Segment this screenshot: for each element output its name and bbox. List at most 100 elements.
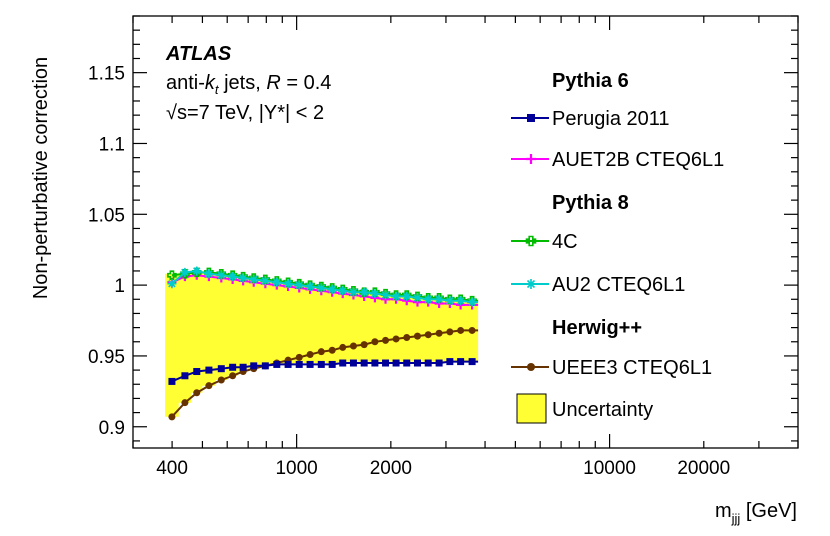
data-point-au2-cteq6l1 [238,273,248,283]
data-point-ueee3-cteq6l1 [371,338,379,346]
data-point-ueee3-cteq6l1 [403,334,411,342]
data-point-ueee3-cteq6l1 [295,353,303,361]
data-point-perugia-2011 [229,363,237,371]
series-au2-cteq6l1 [167,266,479,307]
series-perugia-2011 [168,358,479,385]
x-tick-label: 20000 [677,458,730,479]
data-point-au2-cteq6l1 [249,274,259,284]
data-point-ueee3-cteq6l1 [205,382,213,390]
data-point-ueee3-cteq6l1 [317,348,325,356]
data-point-au2-cteq6l1 [370,289,380,299]
data-point-ueee3-cteq6l1 [168,413,176,421]
legend-header: Pythia 8 [552,192,629,214]
jet-algo-prefix: anti- [166,72,205,94]
data-point-ueee3-cteq6l1 [424,331,432,339]
x-axis-title: mjjj [GeV] [715,500,797,526]
data-point-ueee3-cteq6l1 [217,376,225,384]
data-point-au2-cteq6l1 [294,280,304,290]
data-point-perugia-2011 [413,359,421,367]
data-point-perugia-2011 [424,359,432,367]
data-point-perugia-2011 [306,360,314,368]
data-point-au2-cteq6l1 [338,286,348,296]
x-tick-label: 1000 [275,458,317,479]
data-point-au2-cteq6l1 [192,266,202,276]
data-point-au2-cteq6l1 [467,297,477,307]
x-tick-label: 400 [156,458,188,479]
x-axis: 400 1000 2000 10000 20000 [132,16,799,479]
uncertainty-band [165,271,479,417]
data-point-ueee3-cteq6l1 [446,328,454,336]
uncertainty-band-group [165,271,479,417]
y-tick-label: 0.95 [88,347,125,368]
legend-marker [526,279,536,289]
data-point-perugia-2011 [295,360,303,368]
data-point-perugia-2011 [261,362,269,370]
jet-algo-suffix: = 0.4 [281,72,332,94]
data-point-4c [167,270,177,280]
data-point-au2-cteq6l1 [216,270,226,280]
data-point-ueee3-cteq6l1 [413,332,421,340]
data-point-perugia-2011 [193,368,201,376]
legend: Pythia 6 Perugia 2011 AUET2B CTEQ6L1 Pythia… [511,70,724,424]
y-axis: 0.9 0.95 1 1.05 1.1 1.15 [88,15,798,442]
data-point-au2-cteq6l1 [456,296,466,306]
data-point-au2-cteq6l1 [260,276,270,286]
data-point-au2-cteq6l1 [283,279,293,289]
y-tick-label: 1 [114,276,125,297]
y-tick-label: 1.15 [88,64,125,85]
legend-label: Perugia 2011 [552,108,670,130]
data-point-ueee3-cteq6l1 [193,389,201,397]
data-point-au2-cteq6l1 [272,277,282,287]
legend-item-perugia-2011: Perugia 2011 [511,108,670,130]
data-point-au2-cteq6l1 [348,287,358,297]
legend-label: AUET2B CTEQ6L1 [552,149,724,171]
data-point-perugia-2011 [205,366,213,374]
data-point-perugia-2011 [360,359,368,367]
legend-item-uncertainty: Uncertainty [516,393,653,424]
data-point-au2-cteq6l1 [359,287,369,297]
data-point-perugia-2011 [403,359,411,367]
data-point-perugia-2011 [349,359,357,367]
data-point-au2-cteq6l1 [228,272,238,282]
legend-item-au2-cteq6l1: AU2 CTEQ6L1 [511,274,685,296]
data-point-au2-cteq6l1 [167,279,177,289]
x-tick-label: 10000 [583,458,636,479]
energy-rapidity-label: √s=7 TeV, |Y*| < 2 [166,102,324,124]
data-point-perugia-2011 [284,360,292,368]
data-point-ueee3-cteq6l1 [328,346,336,354]
legend-header: Herwig++ [552,317,642,339]
data-point-perugia-2011 [239,363,247,371]
data-point-ueee3-cteq6l1 [382,336,390,344]
data-point-perugia-2011 [250,362,258,370]
data-point-au2-cteq6l1 [434,294,444,304]
data-point-au2-cteq6l1 [423,294,433,304]
data-point-perugia-2011 [435,359,443,367]
data-point-au2-cteq6l1 [180,267,190,277]
data-point-perugia-2011 [273,360,281,368]
legend-label: UEEE3 CTEQ6L1 [552,357,712,379]
x-axis-title-sub: jjj [731,511,741,526]
legend-marker [527,363,535,371]
jet-algorithm-label: anti-kt jets, R = 0.4 [166,72,331,97]
legend-marker [525,235,537,247]
y-tick-label: 1.05 [88,205,125,226]
data-point-perugia-2011 [339,359,347,367]
data-point-perugia-2011 [446,358,454,366]
legend-marker [527,114,535,122]
data-point-perugia-2011 [468,358,476,366]
legend-label: Uncertainty [552,399,653,421]
data-point-perugia-2011 [317,360,325,368]
y-tick-label: 1.1 [99,134,125,155]
legend-marker [526,154,536,164]
data-point-au2-cteq6l1 [316,283,326,293]
data-point-ueee3-cteq6l1 [360,341,368,349]
data-point-au2-cteq6l1 [305,282,315,291]
data-point-ueee3-cteq6l1 [349,342,357,350]
legend-label: AU2 CTEQ6L1 [552,274,685,296]
data-point-perugia-2011 [217,365,225,373]
plot-frame [132,15,799,449]
x-axis-title-main: m [715,500,732,522]
legend-swatch [516,393,547,424]
